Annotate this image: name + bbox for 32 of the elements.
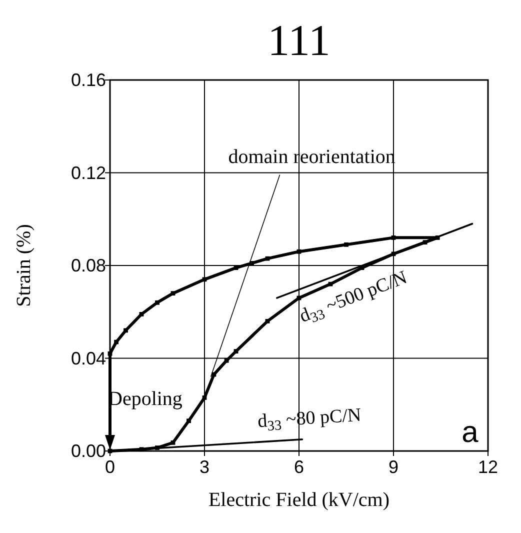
point xyxy=(170,291,176,296)
x-axis-title: Electric Field (kV/cm) xyxy=(208,489,390,511)
x-tick-label: 12 xyxy=(478,457,498,477)
x-tick-label: 6 xyxy=(294,457,304,477)
y-tick-label: 0.04 xyxy=(70,348,106,368)
y-axis-title: Strain (%) xyxy=(13,224,35,307)
point xyxy=(265,318,270,324)
point xyxy=(202,277,207,282)
point xyxy=(234,349,238,354)
point xyxy=(124,328,128,333)
point xyxy=(224,358,229,363)
point xyxy=(155,300,160,305)
point xyxy=(139,312,144,316)
y-tick-label: 0.00 xyxy=(70,441,106,461)
point xyxy=(114,340,118,344)
x-tick-label: 3 xyxy=(199,457,210,477)
x-tick-label: 0 xyxy=(104,457,116,477)
chart-title: 111 xyxy=(268,16,330,65)
point xyxy=(170,440,176,445)
y-tick-label: 0.08 xyxy=(70,256,106,276)
point xyxy=(344,242,348,247)
point xyxy=(328,282,333,286)
point xyxy=(391,235,396,240)
x-tick-label: 9 xyxy=(388,457,399,477)
point xyxy=(202,395,207,400)
y-tick-label: 0.16 xyxy=(70,70,106,90)
point xyxy=(296,249,302,254)
y-tick-label: 0.12 xyxy=(70,162,106,183)
annotation: a xyxy=(462,416,479,449)
point xyxy=(186,418,191,424)
point xyxy=(250,260,254,266)
point xyxy=(234,266,238,270)
